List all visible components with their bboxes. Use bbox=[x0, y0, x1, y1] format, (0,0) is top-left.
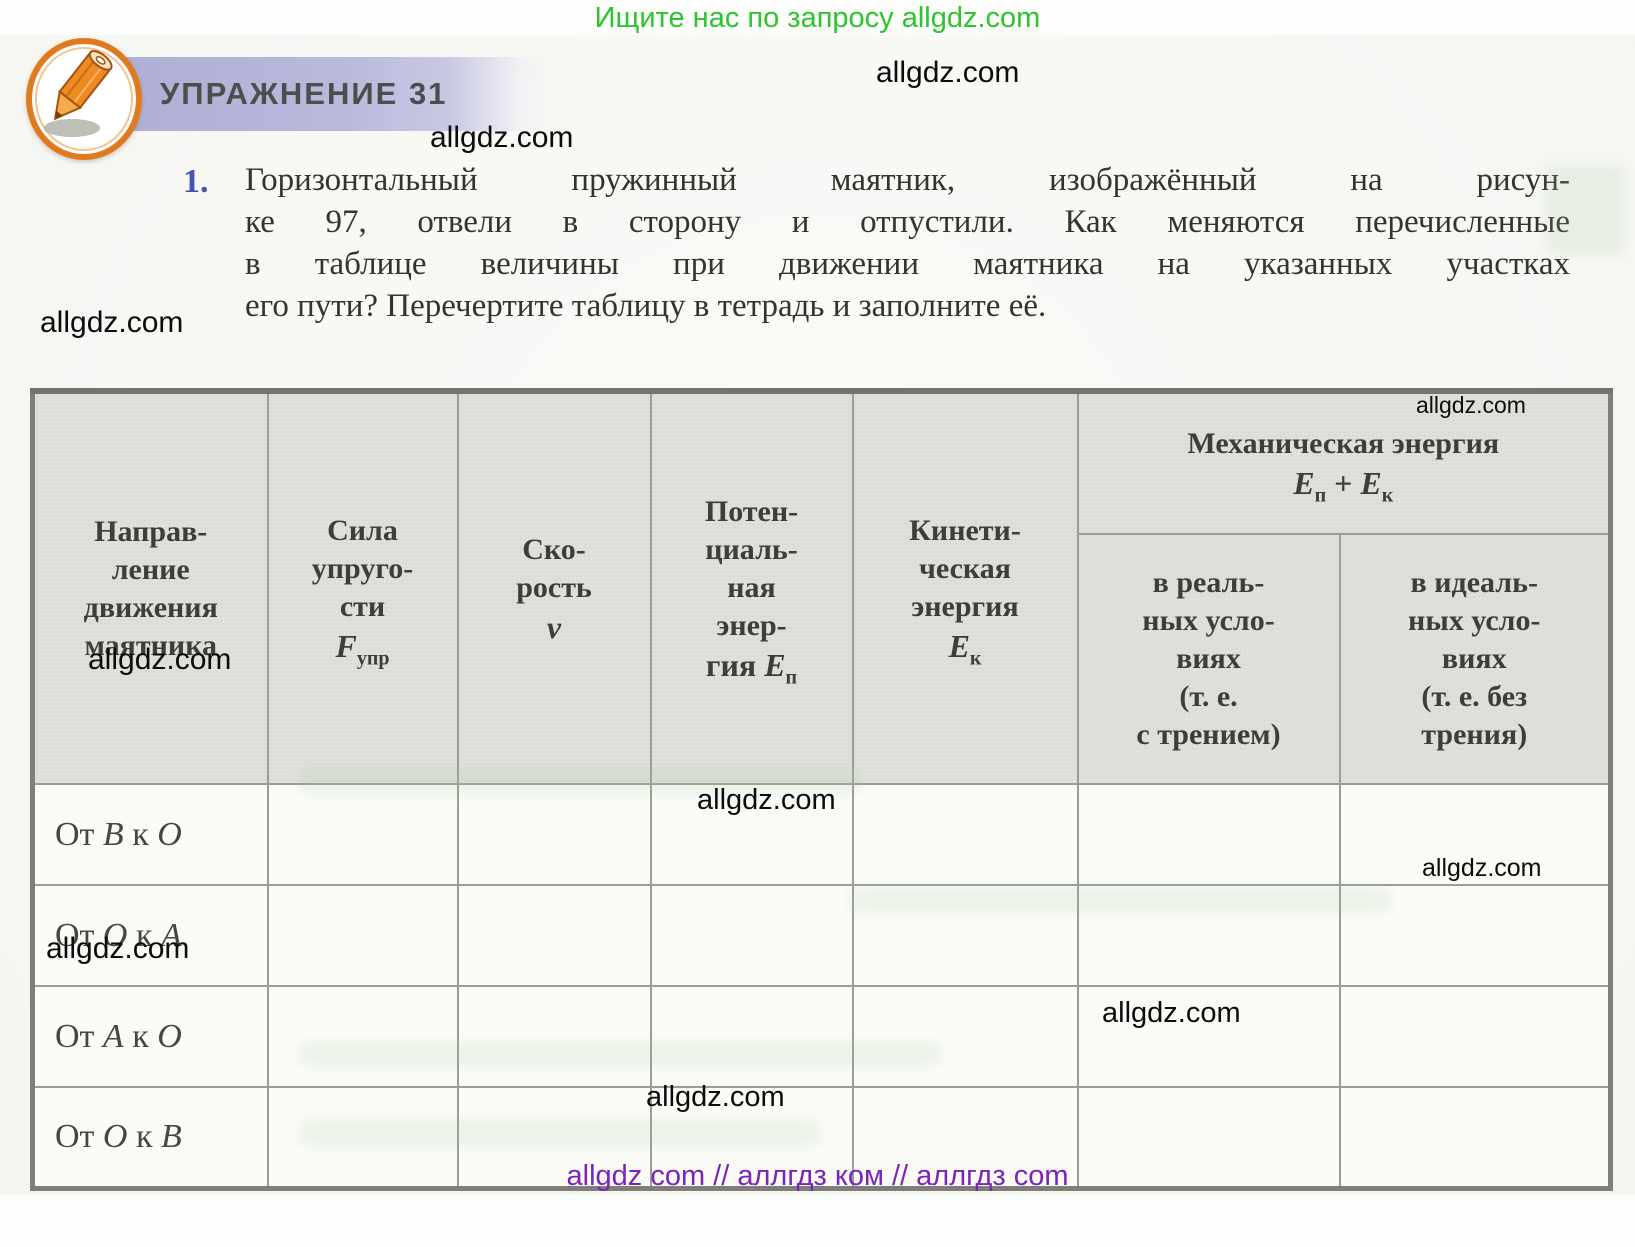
empty-cell bbox=[1076, 783, 1341, 886]
empty-cell bbox=[266, 1086, 459, 1189]
empty-cell bbox=[266, 884, 459, 987]
empty-cell bbox=[1076, 985, 1341, 1088]
row-label-O-to-B: От O к B bbox=[31, 1086, 269, 1189]
problem-text-line: в таблице величины при движении маятника… bbox=[245, 246, 1570, 282]
watermark: allgdz.com bbox=[697, 784, 836, 816]
empty-cell bbox=[456, 985, 652, 1088]
pencil-icon bbox=[26, 38, 142, 160]
header-speed: Ско- рость v bbox=[456, 390, 652, 785]
empty-cell bbox=[649, 985, 854, 1088]
site-banner: Ищите нас по запросу allgdz.com bbox=[594, 2, 1041, 34]
exercise-badge-label: УПРАЖНЕНИЕ 31 bbox=[160, 76, 448, 111]
header-direction: Направ- ление движения маятника bbox=[31, 390, 269, 785]
problem-text-line: его пути? Перечертите таблицу в тетрадь … bbox=[245, 288, 1047, 324]
pendulum-table: Направ- ление движения маятника Сила упр… bbox=[30, 388, 1613, 1191]
empty-cell bbox=[1338, 884, 1612, 987]
watermark: allgdz.com bbox=[1416, 392, 1526, 418]
empty-cell bbox=[851, 783, 1079, 886]
row-label-B-to-O: От B к O bbox=[31, 783, 269, 886]
empty-cell bbox=[456, 783, 652, 886]
watermark: allgdz.com bbox=[88, 643, 232, 676]
empty-cell bbox=[266, 783, 459, 886]
empty-cell bbox=[851, 884, 1079, 987]
row-label-O-to-A: От O к A bbox=[31, 884, 269, 987]
empty-cell bbox=[1076, 1086, 1341, 1189]
kinetic-energy-formula: Eк bbox=[948, 627, 982, 669]
empty-cell bbox=[851, 1086, 1079, 1189]
problem-text-line: ке 97, отвели в сторону и отпустили. Как… bbox=[245, 204, 1570, 240]
exercise-badge-bar: УПРАЖНЕНИЕ 31 bbox=[96, 57, 551, 131]
empty-cell bbox=[649, 783, 854, 886]
empty-cell bbox=[851, 985, 1079, 1088]
header-potential-energy: Потен- циаль- ная энер- гия Eп bbox=[649, 390, 854, 785]
watermark: allgdz.com bbox=[40, 306, 184, 339]
empty-cell bbox=[266, 985, 459, 1088]
empty-cell bbox=[456, 884, 652, 987]
watermark: allgdz.com bbox=[430, 121, 574, 154]
elastic-force-formula: Fупр bbox=[335, 627, 390, 669]
empty-cell bbox=[1338, 985, 1612, 1088]
empty-cell bbox=[456, 1086, 652, 1189]
pencil-icon-graphic bbox=[44, 50, 113, 137]
header-elastic-force: Сила упруго- сти Fупр bbox=[266, 390, 459, 785]
empty-cell bbox=[649, 884, 854, 987]
mechanical-energy-formula: Eп + Eк bbox=[1293, 464, 1394, 506]
row-label-A-to-O: От A к O bbox=[31, 985, 269, 1088]
empty-cell bbox=[1076, 884, 1341, 987]
header-ideal-conditions: в идеаль- ных усло- виях (т. е. без трен… bbox=[1338, 533, 1612, 785]
header-real-conditions: в реаль- ных усло- виях (т. е. с трением… bbox=[1076, 533, 1341, 785]
footer-watermark: allgdz com // аллгдз ком // аллгдз com bbox=[566, 1160, 1069, 1192]
potential-energy-formula: гия Eп bbox=[705, 646, 798, 688]
watermark: allgdz.com bbox=[1102, 997, 1241, 1029]
watermark: allgdz.com bbox=[876, 56, 1020, 89]
header-kinetic-energy: Кинети- ческая энергия Eк bbox=[851, 390, 1079, 785]
speed-formula: v bbox=[546, 608, 562, 645]
header-mechanical-energy: Механическая энергия Eп + Eк bbox=[1076, 390, 1612, 535]
empty-cell bbox=[649, 1086, 854, 1189]
watermark: allgdz.com bbox=[1422, 854, 1542, 882]
problem-number: 1. bbox=[183, 163, 209, 200]
watermark: allgdz.com bbox=[646, 1081, 785, 1113]
watermark: allgdz.com bbox=[46, 932, 190, 965]
empty-cell bbox=[1338, 1086, 1612, 1189]
empty-cell bbox=[1338, 783, 1612, 886]
problem-text-line: Горизонтальный пружинный маятник, изобра… bbox=[245, 162, 1570, 198]
